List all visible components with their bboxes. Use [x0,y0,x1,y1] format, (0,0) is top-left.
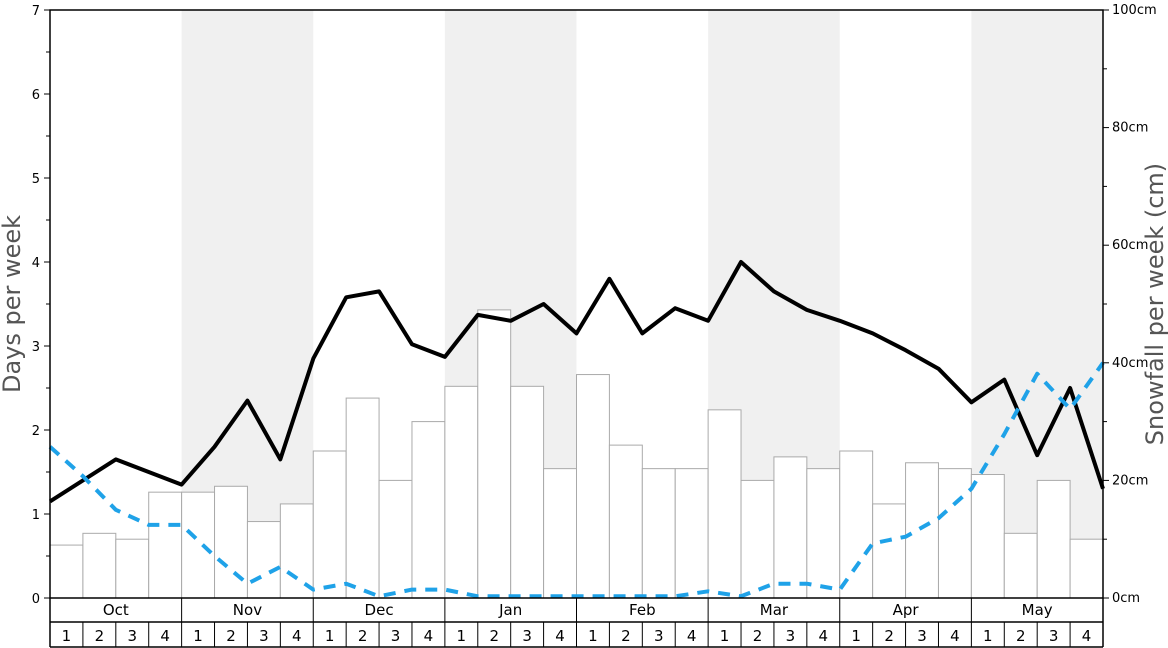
snowfall-bar [674,468,709,599]
week-label: 4 [424,627,434,645]
month-week-axis: Oct 1 2 3 4 Nov 1 2 3 4 Dec 1 2 3 4 Jan 1 2 3 4 Feb 1 2 3 4 Mar 1 2… [49,598,1104,648]
snowfall-bar [115,538,150,599]
snowfall-bar [378,479,413,599]
dashed-line-series [48,361,1105,599]
week-label: 3 [391,627,401,645]
left-tick-label: 3 [32,340,40,355]
week-label: 4 [555,627,565,645]
left-axis-title: Days per week [0,215,26,393]
snowfall-bar [148,491,183,599]
snowfall-bar [707,409,742,599]
week-label: 3 [127,627,137,645]
snowfall-bar [641,468,676,599]
snowfall-bar [740,479,775,599]
week-label: 2 [1016,627,1026,645]
week-label: 2 [226,627,236,645]
week-label: 4 [687,627,697,645]
snowfall-bar [411,421,446,599]
week-label: 4 [950,627,960,645]
week-label: 2 [753,627,763,645]
left-tick-label: 4 [32,256,40,271]
right-tick-label: 60cm [1112,238,1148,253]
snowfall-bar [510,385,545,599]
snowfall-bar [444,385,479,599]
week-label: 2 [95,627,105,645]
month-label-apr: Apr [893,601,920,619]
right-tick-label: 100cm [1112,3,1157,18]
right-tick-label: 80cm [1112,121,1148,136]
week-label: 2 [489,627,499,645]
days-lines-layer [48,260,1105,599]
left-axis: 0 1 2 3 4 5 6 7 [32,4,50,607]
week-label: 3 [917,627,927,645]
week-label: 1 [851,627,861,645]
snowfall-bar [576,374,610,599]
right-axis-title: Snowfall per week (cm) [1141,163,1168,445]
snowfall-bars-layer [49,309,1104,599]
snowfall-bar [246,521,281,599]
snowfall-bar [839,450,874,599]
right-tick-label: 0cm [1112,591,1140,606]
month-label-mar: Mar [760,601,789,619]
snowfall-bar [1069,538,1104,599]
left-tick-label: 2 [32,424,40,439]
right-tick-label: 20cm [1112,473,1148,488]
week-label: 3 [259,627,269,645]
right-tick-label: 40cm [1112,356,1148,371]
left-tick-label: 1 [32,508,40,523]
week-label: 1 [588,627,598,645]
week-label: 2 [884,627,894,645]
snowfall-bar [608,444,643,599]
month-label-oct: Oct [103,601,129,619]
snowfall-bar [872,503,907,599]
month-label-nov: Nov [233,601,262,619]
left-tick-label: 0 [32,592,40,607]
snowfall-bar [970,474,1005,599]
snowfall-bar [773,456,808,599]
right-axis: 0cm 20cm 40cm 60cm 80cm 100cm [1103,3,1157,606]
snowfall-bar [937,468,972,599]
snowfall-bar [181,491,216,599]
solid-line-series [48,260,1105,504]
snowfall-bar [82,532,117,599]
snowfall-bar [905,462,939,599]
week-label: 2 [621,627,631,645]
week-label: 2 [358,627,368,645]
month-label-may: May [1022,601,1053,619]
week-label: 3 [1049,627,1059,645]
month-label-jan: Jan [498,601,522,619]
month-label-dec: Dec [365,601,394,619]
left-tick-label: 6 [32,88,40,103]
snowfall-bar [345,397,380,599]
week-label: 4 [160,627,170,645]
left-tick-label: 5 [32,172,40,187]
week-label: 1 [193,627,203,645]
month-label-feb: Feb [629,601,656,619]
snowfall-bar [1036,479,1071,599]
week-label: 3 [522,627,532,645]
snowfall-bar [477,309,512,599]
week-label: 1 [62,627,72,645]
snowfall-bar [49,544,84,599]
snowfall-bar [543,468,577,599]
week-label: 1 [983,627,993,645]
week-label: 3 [654,627,664,645]
week-label: 4 [1082,627,1092,645]
week-label: 1 [457,627,467,645]
week-label: 4 [819,627,829,645]
snowfall-bar [1003,532,1038,599]
snowfall-bar [312,450,347,599]
week-label: 4 [292,627,302,645]
snowfall-bar [214,485,248,599]
week-label: 1 [720,627,730,645]
left-tick-label: 7 [32,4,40,19]
week-label: 3 [786,627,796,645]
week-label: 1 [325,627,335,645]
snowfall-bar [806,468,841,599]
